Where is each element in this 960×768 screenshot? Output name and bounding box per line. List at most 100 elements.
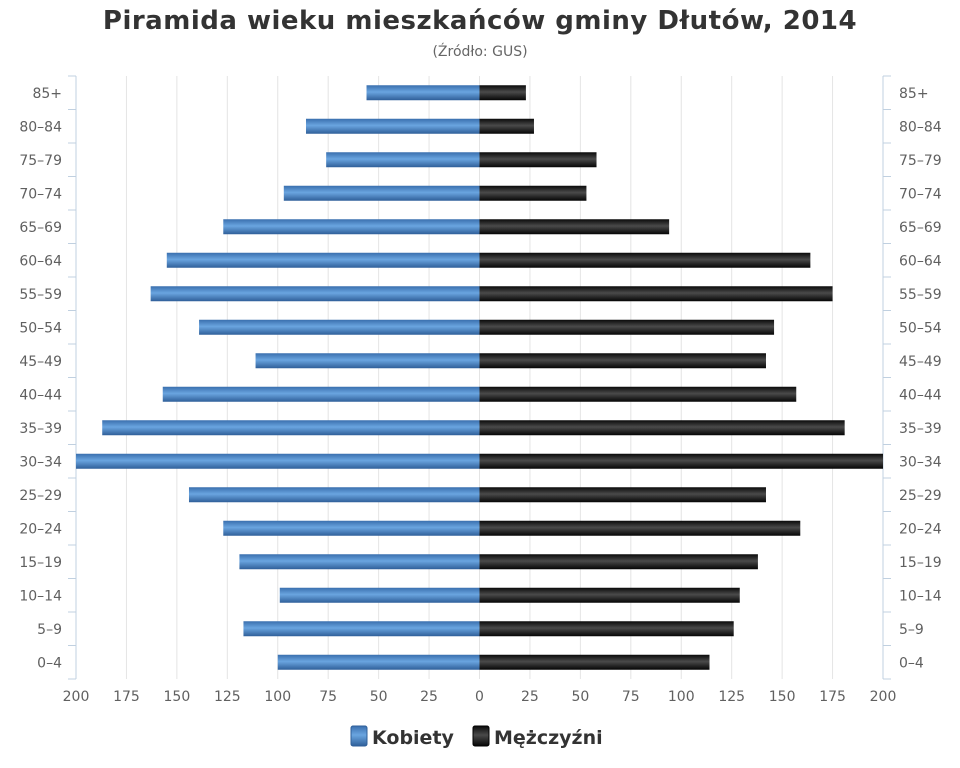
x-tick-label: 150 <box>769 689 796 705</box>
legend-swatch-mezczyzni[interactable] <box>472 725 490 747</box>
bar-mezczyzni <box>479 85 526 101</box>
category-label-left: 25–29 <box>19 488 62 504</box>
x-tick-label: 175 <box>819 689 846 705</box>
bar-kobiety <box>162 386 480 402</box>
bar-kobiety <box>239 554 480 570</box>
axes <box>68 75 891 680</box>
bar-mezczyzni <box>479 520 801 536</box>
category-label-right: 75–79 <box>899 153 942 169</box>
category-label-left: 5–9 <box>37 622 62 638</box>
bar-kobiety <box>283 185 480 201</box>
legend-swatch-kobiety[interactable] <box>350 725 368 747</box>
x-tick-label: 125 <box>214 689 241 705</box>
bar-kobiety <box>102 420 480 436</box>
category-label-right: 0–4 <box>899 655 924 671</box>
category-label-left: 20–24 <box>19 521 62 537</box>
bar-mezczyzni <box>479 587 740 603</box>
bar-kobiety <box>279 587 480 603</box>
bar-mezczyzni <box>479 286 833 302</box>
bar-mezczyzni <box>479 554 758 570</box>
x-tick-label: 100 <box>264 689 291 705</box>
bar-mezczyzni <box>479 118 534 134</box>
bar-kobiety <box>199 319 480 335</box>
x-tick-label: 100 <box>668 689 695 705</box>
bar-kobiety <box>150 286 480 302</box>
bar-mezczyzni <box>479 621 734 637</box>
category-label-right: 55–59 <box>899 287 942 303</box>
bar-kobiety <box>366 85 480 101</box>
bar-mezczyzni <box>479 319 775 335</box>
legend-item-kobiety[interactable]: Kobiety <box>350 725 455 749</box>
x-tick-label: 75 <box>622 689 640 705</box>
bar-kobiety <box>166 252 480 268</box>
category-label-right: 70–74 <box>899 186 942 202</box>
category-label-left: 75–79 <box>19 153 62 169</box>
x-tick-labels: 200 175 150 125 100 75 50 25 0 25 50 75 100 125 150 175… <box>63 689 897 705</box>
x-tick-label: 150 <box>164 689 191 705</box>
legend-item-mezczyzni[interactable]: Mężczyźni <box>472 725 603 749</box>
category-label-left: 10–14 <box>19 588 62 604</box>
category-label-right: 40–44 <box>899 387 942 403</box>
category-label-left: 35–39 <box>19 421 62 437</box>
category-label-right: 65–69 <box>899 220 942 236</box>
x-tick-label: 75 <box>319 689 337 705</box>
category-label-left: 85+ <box>32 86 62 102</box>
bar-kobiety <box>223 219 480 235</box>
bar-mezczyzni <box>479 654 710 670</box>
category-label-left: 50–54 <box>19 320 62 336</box>
x-tick-label: 50 <box>370 689 388 705</box>
x-tick-label: 25 <box>420 689 438 705</box>
category-label-left: 55–59 <box>19 287 62 303</box>
category-label-right: 5–9 <box>899 622 924 638</box>
bar-mezczyzni <box>479 420 845 436</box>
bar-kobiety <box>277 654 480 670</box>
x-tick-label: 0 <box>475 689 484 705</box>
bar-mezczyzni <box>479 353 766 369</box>
category-label-left: 65–69 <box>19 220 62 236</box>
category-label-right: 25–29 <box>899 488 942 504</box>
category-label-right: 60–64 <box>899 253 942 269</box>
legend-label-mezczyzni[interactable]: Mężczyźni <box>494 727 603 749</box>
bar-mezczyzni <box>479 219 670 235</box>
x-tick-label: 200 <box>63 689 90 705</box>
x-tick-label: 50 <box>571 689 589 705</box>
category-labels: 0–4 0–4 5–9 5–9 10–14 10–14 15–19 15–19 20–24 20–… <box>19 86 941 672</box>
bars <box>76 85 883 670</box>
category-label-right: 85+ <box>899 86 929 102</box>
legend[interactable]: Kobiety Mężczyźni <box>350 725 603 749</box>
legend-label-kobiety[interactable]: Kobiety <box>372 727 455 749</box>
x-tick-label: 200 <box>870 689 897 705</box>
bar-kobiety <box>188 487 480 503</box>
category-label-left: 70–74 <box>19 186 62 202</box>
category-label-right: 30–34 <box>899 454 942 470</box>
bar-kobiety <box>76 453 480 469</box>
bar-mezczyzni <box>479 252 811 268</box>
x-tick-label: 25 <box>521 689 539 705</box>
x-tick-label: 125 <box>718 689 745 705</box>
category-label-right: 50–54 <box>899 320 942 336</box>
category-label-right: 35–39 <box>899 421 942 437</box>
bar-mezczyzni <box>479 453 883 469</box>
bar-kobiety <box>243 621 480 637</box>
category-label-right: 20–24 <box>899 521 942 537</box>
bar-kobiety <box>223 520 480 536</box>
category-label-left: 0–4 <box>37 655 62 671</box>
chart-subtitle: (Źródło: GUS) <box>432 44 528 60</box>
chart-title: Piramida wieku mieszkańców gminy Dłutów,… <box>102 6 858 36</box>
bar-mezczyzni <box>479 487 766 503</box>
category-label-left: 40–44 <box>19 387 62 403</box>
category-label-right: 45–49 <box>899 354 942 370</box>
category-label-right: 15–19 <box>899 555 942 571</box>
category-label-left: 80–84 <box>19 119 62 135</box>
category-label-right: 10–14 <box>899 588 942 604</box>
bar-mezczyzni <box>479 152 597 168</box>
bar-kobiety <box>305 118 480 134</box>
category-label-right: 80–84 <box>899 119 942 135</box>
category-label-left: 45–49 <box>19 354 62 370</box>
bar-mezczyzni <box>479 185 587 201</box>
bar-kobiety <box>255 353 480 369</box>
x-tick-label: 175 <box>113 689 140 705</box>
category-label-left: 30–34 <box>19 454 62 470</box>
bar-kobiety <box>326 152 480 168</box>
category-label-left: 15–19 <box>19 555 62 571</box>
